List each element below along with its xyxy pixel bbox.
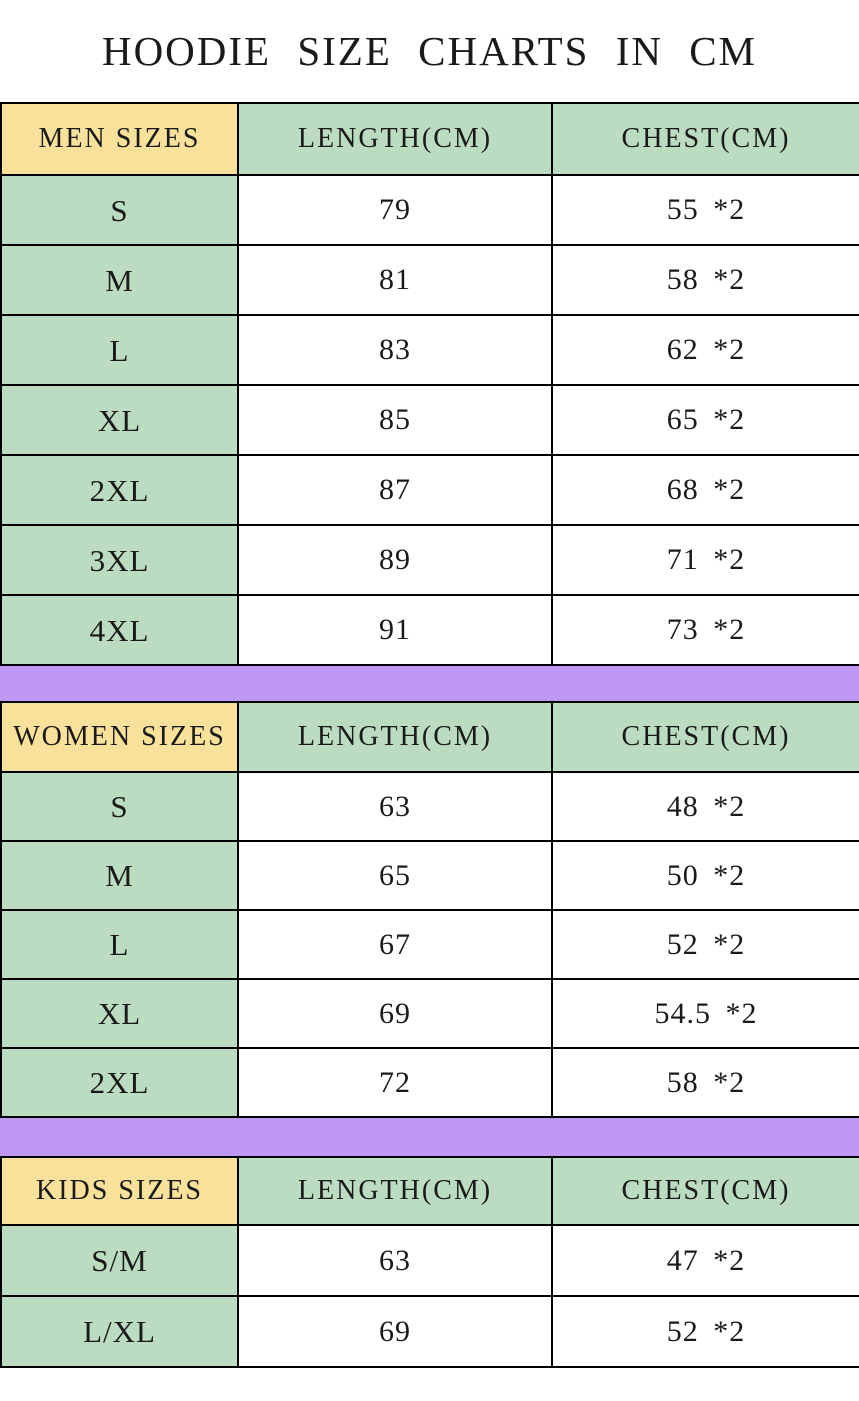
women-size-table: WOMEN SIZES LENGTH(CM) CHEST(CM) S 63 48… (0, 701, 859, 1118)
kids-chest-column-header: CHEST(CM) (551, 1156, 859, 1226)
purple-divider (0, 1118, 859, 1156)
women-chest-column-header: CHEST(CM) (551, 701, 859, 773)
length-cell: 87 (237, 454, 553, 526)
chest-cell: 71 *2 (551, 524, 859, 596)
table-row: L 83 62 *2 (0, 314, 859, 386)
men-length-column-header: LENGTH(CM) (237, 102, 553, 176)
men-size-table: MEN SIZES LENGTH(CM) CHEST(CM) S 79 55 *… (0, 102, 859, 666)
women-header-row: WOMEN SIZES LENGTH(CM) CHEST(CM) (0, 701, 859, 773)
men-chest-column-header: CHEST(CM) (551, 102, 859, 176)
size-cell: 2XL (0, 1047, 239, 1118)
size-cell: 2XL (0, 454, 239, 526)
size-cell: L/XL (0, 1295, 239, 1368)
size-cell: M (0, 840, 239, 911)
table-row: L 67 52 *2 (0, 909, 859, 980)
kids-size-table: KIDS SIZES LENGTH(CM) CHEST(CM) S/M 63 4… (0, 1156, 859, 1368)
size-cell: 4XL (0, 594, 239, 666)
page-title: HOODIE SIZE CHARTS IN CM (101, 28, 758, 74)
length-cell: 65 (237, 840, 553, 911)
chest-cell: 52 *2 (551, 1295, 859, 1368)
length-cell: 91 (237, 594, 553, 666)
size-cell: 3XL (0, 524, 239, 596)
women-length-column-header: LENGTH(CM) (237, 701, 553, 773)
length-cell: 69 (237, 978, 553, 1049)
table-row: XL 85 65 *2 (0, 384, 859, 456)
length-cell: 72 (237, 1047, 553, 1118)
table-row: S 79 55 *2 (0, 174, 859, 246)
chest-cell: 58 *2 (551, 244, 859, 316)
size-cell: XL (0, 384, 239, 456)
size-cell: L (0, 909, 239, 980)
length-cell: 83 (237, 314, 553, 386)
length-cell: 81 (237, 244, 553, 316)
chest-cell: 68 *2 (551, 454, 859, 526)
size-cell: S (0, 174, 239, 246)
men-header-row: MEN SIZES LENGTH(CM) CHEST(CM) (0, 102, 859, 176)
chest-cell: 73 *2 (551, 594, 859, 666)
chest-cell: 54.5 *2 (551, 978, 859, 1049)
women-sizes-header: WOMEN SIZES (0, 701, 239, 773)
size-cell: XL (0, 978, 239, 1049)
chest-cell: 50 *2 (551, 840, 859, 911)
chest-cell: 65 *2 (551, 384, 859, 456)
length-cell: 69 (237, 1295, 553, 1368)
length-cell: 89 (237, 524, 553, 596)
kids-header-row: KIDS SIZES LENGTH(CM) CHEST(CM) (0, 1156, 859, 1226)
table-row: S 63 48 *2 (0, 771, 859, 842)
length-cell: 85 (237, 384, 553, 456)
table-row: XL 69 54.5 *2 (0, 978, 859, 1049)
size-cell: M (0, 244, 239, 316)
table-row: 3XL 89 71 *2 (0, 524, 859, 596)
chest-cell: 47 *2 (551, 1224, 859, 1297)
length-cell: 67 (237, 909, 553, 980)
chest-cell: 58 *2 (551, 1047, 859, 1118)
length-cell: 63 (237, 771, 553, 842)
table-row: 4XL 91 73 *2 (0, 594, 859, 666)
men-sizes-header: MEN SIZES (0, 102, 239, 176)
size-cell: L (0, 314, 239, 386)
length-cell: 79 (237, 174, 553, 246)
chest-cell: 48 *2 (551, 771, 859, 842)
table-row: 2XL 72 58 *2 (0, 1047, 859, 1118)
table-row: S/M 63 47 *2 (0, 1224, 859, 1297)
table-row: 2XL 87 68 *2 (0, 454, 859, 526)
length-cell: 63 (237, 1224, 553, 1297)
kids-length-column-header: LENGTH(CM) (237, 1156, 553, 1226)
purple-divider (0, 666, 859, 701)
size-cell: S/M (0, 1224, 239, 1297)
chest-cell: 52 *2 (551, 909, 859, 980)
table-row: M 65 50 *2 (0, 840, 859, 911)
table-row: M 81 58 *2 (0, 244, 859, 316)
chest-cell: 55 *2 (551, 174, 859, 246)
table-row: L/XL 69 52 *2 (0, 1295, 859, 1368)
kids-sizes-header: KIDS SIZES (0, 1156, 239, 1226)
size-cell: S (0, 771, 239, 842)
chest-cell: 62 *2 (551, 314, 859, 386)
